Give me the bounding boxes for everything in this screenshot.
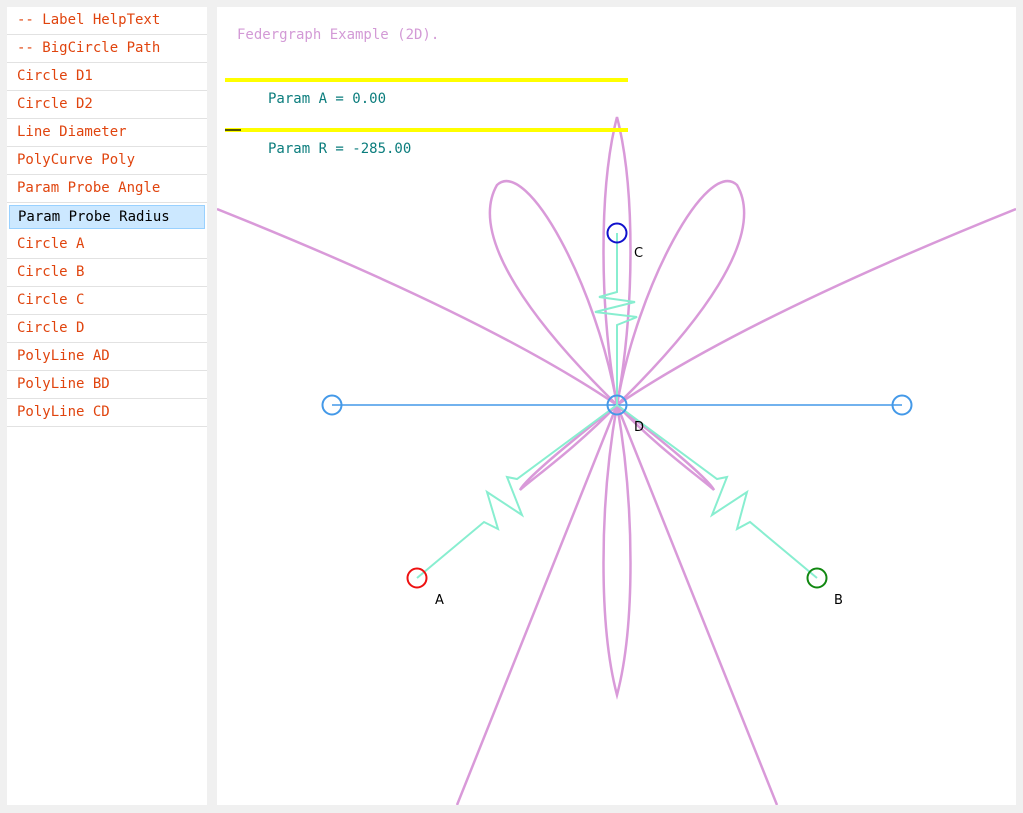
spring-b-d [616, 404, 818, 579]
sidebar-item-circle-a[interactable]: Circle A [7, 231, 207, 259]
petal-bottom [602, 404, 632, 700]
param-r-track[interactable] [225, 128, 628, 132]
sidebar-item-param-probe-angle[interactable]: Param Probe Angle [7, 175, 207, 203]
sidebar-item-bigcircle-path[interactable]: -- BigCircle Path [7, 35, 207, 63]
sidebar-item-polyline-ad[interactable]: PolyLine AD [7, 343, 207, 371]
param-r-track-fill [225, 129, 242, 131]
sidebar-item-param-probe-radius[interactable]: Param Probe Radius [9, 205, 205, 229]
petal-lower-left [518, 404, 618, 491]
big-circle-arc-left [217, 207, 619, 805]
param-a-label: Param A = 0.00 [268, 91, 387, 107]
sidebar-item-label-helptext[interactable]: -- Label HelpText [7, 7, 207, 35]
circle-a[interactable] [406, 567, 428, 589]
sidebar-item-line-diameter[interactable]: Line Diameter [7, 119, 207, 147]
circle-d2[interactable] [891, 394, 913, 416]
petal-lower-right [616, 404, 716, 491]
circle-d[interactable] [606, 394, 628, 416]
big-circle-arc-right [615, 207, 1016, 805]
drawing-canvas[interactable]: Federgraph Example (2D). Param A = 0.00 … [217, 7, 1016, 805]
point-label-c: C [634, 246, 644, 261]
circle-b[interactable] [806, 567, 828, 589]
spring-a-d [416, 404, 618, 579]
sidebar-item-circle-d2[interactable]: Circle D2 [7, 91, 207, 119]
sidebar-item-polycurve-poly[interactable]: PolyCurve Poly [7, 147, 207, 175]
circle-d1[interactable] [321, 394, 343, 416]
sidebar-item-polyline-cd[interactable]: PolyLine CD [7, 399, 207, 427]
sidebar-item-circle-c[interactable]: Circle C [7, 287, 207, 315]
sidebar-item-polyline-bd[interactable]: PolyLine BD [7, 371, 207, 399]
point-label-d: D [634, 420, 645, 435]
help-text: Federgraph Example (2D). [237, 27, 440, 43]
circle-c[interactable] [606, 222, 628, 244]
petal-upper-right [615, 180, 746, 409]
spring-c-d [594, 233, 638, 405]
sidebar-item-circle-b[interactable]: Circle B [7, 259, 207, 287]
sidebar: -- Label HelpText -- BigCircle Path Circ… [7, 7, 207, 805]
point-label-b: B [834, 593, 843, 608]
petal-top [602, 116, 632, 406]
param-r-label: Param R = -285.00 [268, 141, 412, 157]
sidebar-item-circle-d1[interactable]: Circle D1 [7, 63, 207, 91]
petal-upper-left [488, 180, 619, 409]
param-a-track[interactable] [225, 78, 628, 82]
sidebar-item-circle-d[interactable]: Circle D [7, 315, 207, 343]
point-label-a: A [435, 593, 444, 608]
graph-svg[interactable] [217, 7, 1016, 805]
